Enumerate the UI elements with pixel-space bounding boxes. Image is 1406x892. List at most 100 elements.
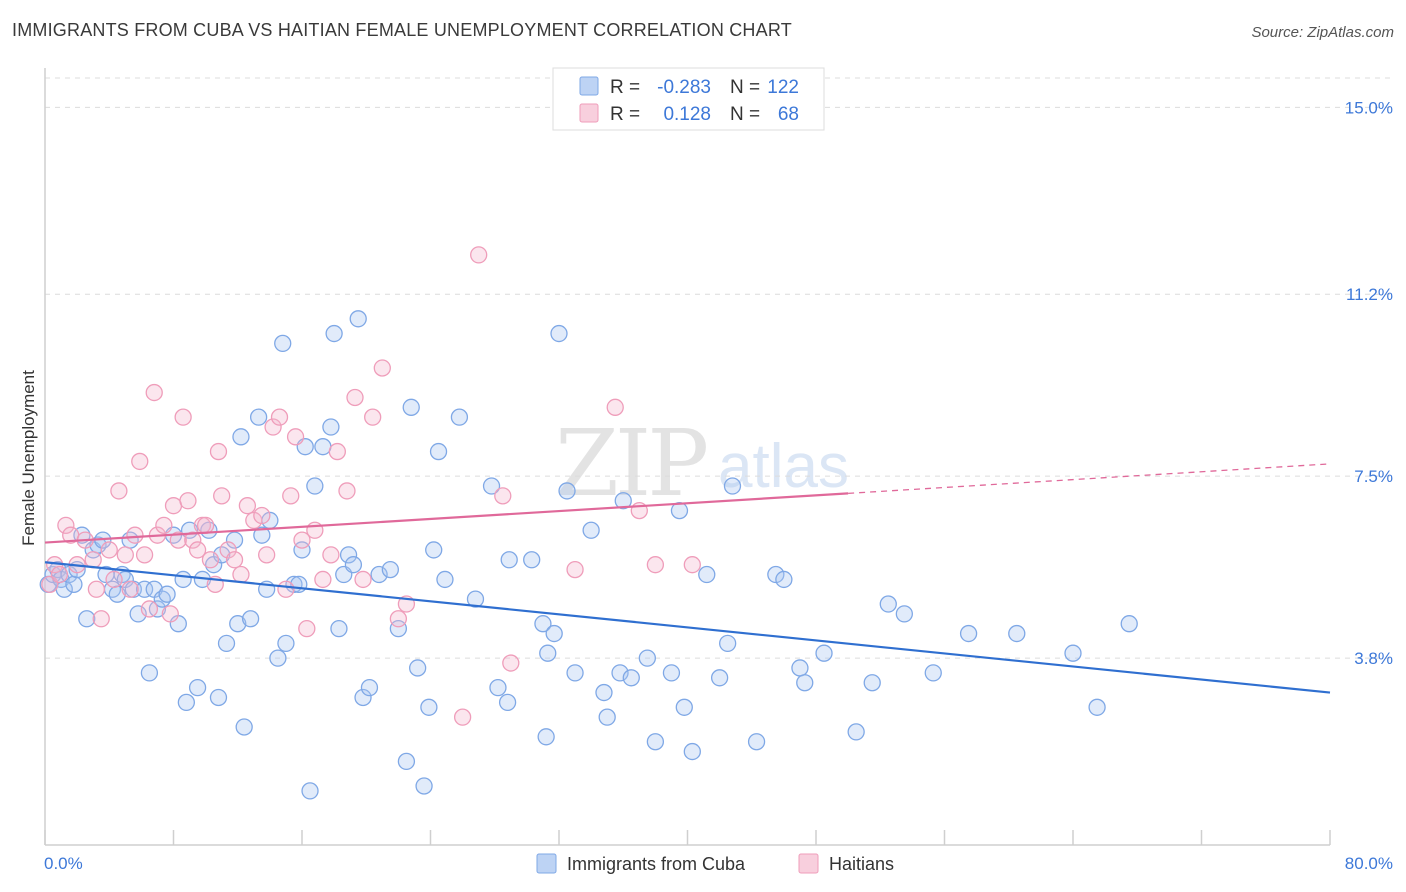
point-haitian-35 [219, 541, 237, 559]
point-cuba-104 [698, 565, 716, 584]
legend-swatch-haitians [579, 103, 599, 123]
point-haitian-60 [453, 708, 472, 726]
point-cuba-95 [611, 664, 629, 682]
point-haitian-10 [100, 541, 118, 559]
point-haitian-15 [126, 526, 144, 544]
point-cuba-86 [537, 728, 555, 746]
point-haitian-8 [87, 580, 106, 598]
legend-r-value-cuba: -0.283 [657, 77, 711, 98]
point-haitian-22 [161, 605, 179, 623]
point-cuba-115 [863, 674, 881, 692]
point-cuba-62 [339, 546, 358, 564]
point-cuba-80 [482, 477, 501, 495]
point-cuba-76 [429, 442, 448, 461]
point-haitian-53 [338, 482, 356, 500]
point-cuba-20 [129, 605, 147, 623]
point-haitian-48 [298, 619, 316, 638]
bottom-legend-label-cuba: Immigrants from Cuba [567, 854, 746, 874]
point-cuba-96 [614, 492, 632, 510]
point-cuba-70 [397, 752, 416, 771]
point-cuba-38 [217, 634, 236, 653]
point-cuba-9 [78, 610, 96, 628]
point-cuba-40 [229, 615, 247, 633]
watermark: ZIP atlas [555, 410, 849, 517]
point-haitian-34 [213, 487, 231, 505]
point-cuba-63 [344, 556, 363, 574]
point-haitian-44 [277, 580, 295, 598]
point-haitian-16 [131, 452, 149, 471]
point-cuba-64 [349, 310, 367, 328]
point-haitian-2 [50, 565, 69, 584]
point-haitian-42 [264, 418, 282, 436]
point-cuba-26 [158, 585, 176, 603]
bottom-legend-swatch-cuba [536, 853, 557, 874]
point-haitian-14 [121, 580, 139, 598]
point-cuba-66 [360, 678, 379, 697]
point-haitian-36 [225, 551, 244, 569]
point-haitian-28 [188, 541, 207, 559]
point-cuba-42 [235, 718, 253, 736]
point-haitian-41 [258, 546, 276, 564]
point-cuba-82 [498, 693, 517, 712]
point-cuba-113 [815, 644, 833, 662]
point-haitian-18 [140, 600, 159, 618]
point-cuba-68 [381, 560, 399, 579]
point-cuba-111 [791, 659, 809, 677]
point-haitian-40 [253, 506, 271, 525]
legend-swatch-cuba [579, 76, 599, 96]
point-cuba-59 [325, 324, 343, 343]
point-cuba-25 [153, 590, 171, 608]
y-tick-label-1: 7.5% [1354, 467, 1393, 486]
point-haitian-24 [169, 531, 187, 549]
point-cuba-49 [274, 334, 292, 353]
legend-n-value-cuba: 122 [767, 77, 799, 98]
chart-title: IMMIGRANTS FROM CUBA VS HAITIAN FEMALE U… [12, 20, 792, 40]
watermark-zip: ZIP [555, 410, 706, 517]
point-cuba-107 [723, 477, 742, 495]
point-cuba-103 [683, 742, 701, 761]
x-tick-label-max: 80.0% [1345, 854, 1393, 873]
point-cuba-36 [209, 688, 228, 707]
point-cuba-79 [466, 590, 485, 608]
point-cuba-92 [582, 521, 600, 539]
point-cuba-121 [1064, 644, 1082, 662]
point-haitian-47 [293, 531, 311, 549]
point-cuba-117 [895, 605, 913, 623]
point-cuba-106 [719, 634, 737, 653]
point-haitian-61 [470, 246, 488, 264]
point-cuba-88 [545, 624, 563, 643]
legend-n-label-cuba: N = [730, 77, 760, 98]
y-tick-labels: 3.8% 7.5% 11.2% 15.0% [1345, 98, 1393, 668]
point-cuba-91 [566, 664, 584, 682]
point-haitian-45 [282, 487, 300, 505]
point-cuba-114 [847, 723, 865, 741]
point-cuba-48 [269, 649, 287, 667]
point-cuba-60 [330, 619, 348, 638]
y-tick-label-0: 3.8% [1354, 649, 1393, 668]
legend-r-label-haitians: R = [610, 104, 640, 125]
point-cuba-55 [301, 782, 319, 800]
point-cuba-83 [500, 551, 518, 569]
point-cuba-99 [646, 733, 665, 751]
point-haitian-26 [179, 492, 197, 510]
point-cuba-22 [140, 664, 159, 682]
point-cuba-97 [622, 669, 640, 687]
point-cuba-72 [408, 659, 427, 677]
point-cuba-101 [670, 501, 689, 520]
point-haitian-62 [494, 487, 512, 505]
point-cuba-112 [796, 674, 814, 692]
y-axis-label: Female Unemployment [19, 370, 38, 546]
point-cuba-77 [436, 570, 454, 589]
x-tick-label-min: 0.0% [44, 854, 83, 873]
point-cuba-102 [675, 698, 693, 716]
bottom-legend-label-haitians: Haitians [829, 854, 894, 874]
point-cuba-105 [710, 669, 729, 687]
point-cuba-29 [174, 570, 192, 589]
point-cuba-120 [1008, 624, 1026, 643]
point-haitian-68 [683, 556, 701, 574]
point-haitian-17 [135, 546, 154, 564]
legend-n-value-haitians: 68 [778, 104, 799, 125]
point-haitian-33 [209, 442, 228, 461]
point-cuba-71 [402, 398, 420, 416]
legend-n-label-haitians: N = [730, 104, 760, 125]
